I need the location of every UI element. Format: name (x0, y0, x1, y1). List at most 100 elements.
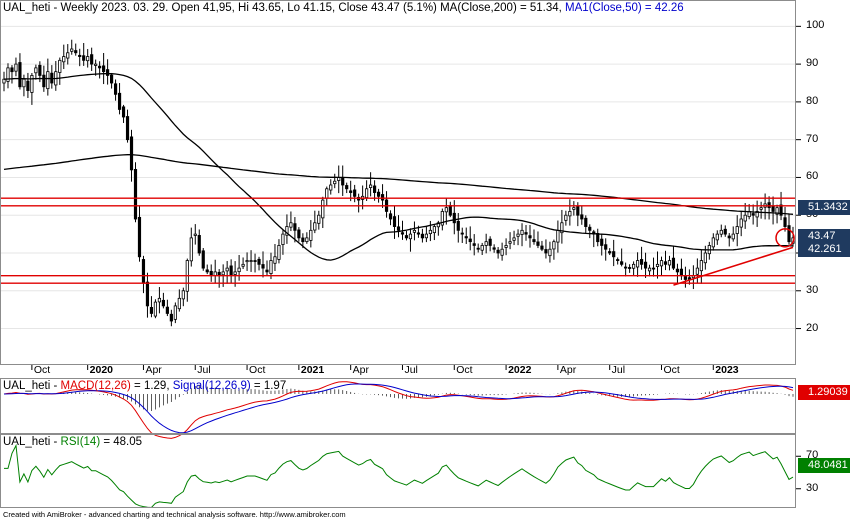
candle-down (588, 226, 592, 231)
candle-down (472, 243, 476, 246)
macd-value: = 1.29, (130, 380, 173, 392)
candle-down (18, 62, 22, 88)
candle-up (667, 260, 672, 266)
candle-down (353, 189, 357, 197)
candle-down (532, 239, 536, 243)
candle-up (719, 229, 723, 235)
candle-up (560, 222, 564, 234)
candle-up (735, 226, 739, 234)
candle-down (42, 74, 46, 88)
candle-down (82, 55, 86, 61)
candle-up (695, 267, 699, 275)
macd-title: UAL_heti - MACD(12,26) = 1.29, Signal(12… (3, 380, 286, 392)
ma200-line (3, 154, 794, 215)
macd-prefix: UAL_heti - (3, 380, 61, 392)
price-title: UAL_heti - Weekly 2023. 03. 29. Open 41,… (3, 2, 684, 14)
candle-up (552, 241, 556, 250)
candle-down (293, 223, 297, 231)
candle-down (257, 258, 261, 265)
candle-up (221, 271, 225, 276)
rsi-pane (0, 434, 796, 508)
candle-up (237, 267, 241, 273)
footer-credit: Created with AmiBroker - advanced charti… (3, 510, 346, 519)
candle-up (512, 237, 516, 241)
candle-up (225, 267, 229, 272)
candle-up (775, 207, 779, 215)
candle-down (102, 65, 106, 73)
ohlc-info: - Weekly 2023. 03. 29. Open 41,95, Hi 43… (50, 2, 441, 14)
candle-down (608, 251, 612, 254)
candle-up (731, 233, 735, 240)
candle-up (520, 229, 524, 235)
candle-down (468, 238, 472, 243)
candle-down (205, 269, 209, 273)
candle-down (643, 261, 648, 269)
candle-down (628, 267, 632, 269)
candle-down (671, 257, 676, 269)
candle-up (153, 301, 158, 317)
candle-up (548, 248, 552, 257)
candle-up (34, 67, 38, 74)
signal-value: = 1.97 (250, 380, 287, 392)
candle-up (572, 207, 576, 210)
candle-down (496, 249, 500, 254)
candle-down (106, 69, 110, 76)
candle-down (787, 225, 791, 243)
candle-up (249, 260, 253, 262)
highlight-circle (775, 228, 795, 248)
candle-down (376, 191, 381, 197)
candle-down (460, 232, 464, 235)
x-tick-label: Jul (611, 364, 626, 376)
close-tag: 43.47 (798, 229, 850, 244)
candle-up (743, 214, 747, 222)
candle-up (568, 211, 572, 217)
macd-tag: 1.29039 (798, 385, 850, 400)
candle-down (524, 232, 528, 235)
candle-down (129, 136, 134, 171)
x-tick-label: Apr (559, 364, 577, 376)
candle-down (133, 168, 138, 220)
candle-down (117, 92, 122, 110)
candle-up (564, 214, 568, 221)
candle-down (416, 232, 421, 235)
candle-down (113, 83, 118, 95)
candle-up (289, 222, 293, 228)
candle-up (699, 260, 703, 272)
candle-up (6, 67, 10, 82)
candle-down (675, 268, 680, 273)
price-y-tick: 30 (806, 283, 819, 296)
candle-down (345, 185, 349, 190)
candle-down (161, 299, 165, 307)
candle-down (751, 213, 755, 216)
rsi-title: UAL_heti - RSI(14) = 48.05 (3, 436, 142, 448)
candle-down (723, 228, 727, 235)
candle-down (783, 217, 787, 227)
candle-up (444, 207, 448, 213)
candle-down (201, 250, 205, 269)
candle-up (428, 229, 432, 235)
candle-down (137, 216, 142, 258)
candle-down (392, 216, 397, 227)
price-y-tick: 20 (806, 321, 819, 334)
price-y-tick: 70 (806, 132, 819, 145)
candle-up (269, 260, 273, 274)
candle-up (516, 233, 520, 237)
candle-down (78, 54, 82, 57)
candle-down (612, 251, 616, 258)
candle-up (412, 229, 417, 233)
signal-line (3, 383, 794, 434)
candle-down (420, 233, 424, 239)
candle-up (508, 241, 512, 244)
candle-down (452, 212, 456, 224)
candle-up (70, 48, 74, 52)
candle-down (624, 266, 628, 269)
candle-up (329, 184, 333, 191)
candle-up (2, 78, 6, 84)
candle-down (488, 238, 492, 246)
rsi-line (4, 443, 794, 509)
candle-up (739, 218, 743, 228)
candle-up (305, 237, 309, 243)
candle-up (755, 211, 759, 218)
macd-name: MACD(12,26) (60, 380, 131, 392)
candle-up (46, 71, 50, 90)
